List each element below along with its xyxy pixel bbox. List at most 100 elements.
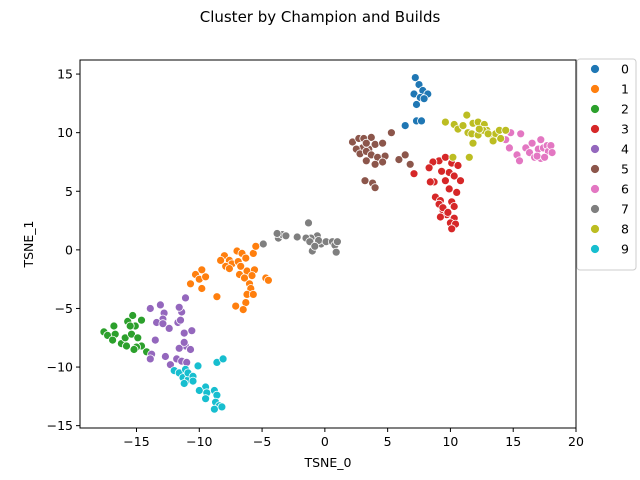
point-cluster-8-0 <box>440 117 450 127</box>
legend-label-1: 1 <box>621 82 629 97</box>
point-cluster-8-23 <box>474 124 484 134</box>
point-cluster-7-4 <box>281 231 291 241</box>
point-cluster-8-18 <box>496 134 506 143</box>
point-cluster-6-18 <box>532 151 542 161</box>
x-tick-label: 10 <box>442 434 458 449</box>
point-cluster-5-20 <box>386 128 396 138</box>
point-cluster-1-9 <box>197 265 207 275</box>
point-cluster-3-1 <box>440 152 450 162</box>
legend-label-7: 7 <box>621 202 629 217</box>
point-cluster-1-13 <box>186 279 195 289</box>
point-cluster-1-28 <box>231 301 241 311</box>
point-cluster-6-1 <box>516 129 526 139</box>
point-cluster-4-6 <box>164 323 174 333</box>
point-cluster-1-8 <box>251 241 261 251</box>
point-cluster-1-20 <box>263 275 273 285</box>
point-cluster-0-7 <box>419 94 429 104</box>
point-cluster-9-22 <box>218 354 228 364</box>
point-cluster-8-17 <box>488 136 498 146</box>
point-cluster-1-30 <box>212 292 222 302</box>
y-axis-label: TSNE_1 <box>21 220 36 268</box>
x-tick-label: 20 <box>568 434 584 449</box>
point-cluster-7-17 <box>332 237 342 247</box>
y-tick-label: 15 <box>57 67 73 82</box>
point-cluster-4-8 <box>176 315 185 325</box>
legend-label-5: 5 <box>621 162 629 177</box>
point-cluster-1-32 <box>216 255 226 265</box>
point-cluster-9-6 <box>179 379 189 388</box>
point-cluster-7-9 <box>292 232 302 242</box>
point-cluster-2-4 <box>108 335 117 345</box>
legend-marker-9 <box>590 244 600 254</box>
legend-label-4: 4 <box>621 142 629 157</box>
point-cluster-3-27 <box>409 169 419 179</box>
point-cluster-1-4 <box>241 253 251 263</box>
point-cluster-4-21 <box>174 343 184 353</box>
x-tick-label: 15 <box>505 434 521 449</box>
plot-frame <box>79 59 577 429</box>
point-cluster-8-20 <box>483 129 493 139</box>
point-cluster-9-9 <box>188 376 198 386</box>
y-axis: −15 −10 −5 0 5 10 15 <box>47 67 80 433</box>
x-tick-label: 0 <box>321 434 329 449</box>
point-cluster-7-0 <box>258 239 268 249</box>
point-cluster-3-18 <box>449 202 459 211</box>
legend-label-2: 2 <box>621 102 629 117</box>
chart-title: Cluster by Champion and Builds <box>200 8 441 26</box>
x-axis: −15 −10 −5 0 5 10 15 20 <box>123 428 584 449</box>
point-cluster-1-22 <box>240 273 249 283</box>
point-cluster-5-14 <box>378 157 388 167</box>
point-cluster-1-29 <box>238 305 248 315</box>
point-cluster-6-3 <box>504 143 514 153</box>
point-cluster-9-12 <box>194 386 204 395</box>
point-cluster-9-20 <box>217 402 227 412</box>
point-cluster-1-14 <box>197 284 207 293</box>
point-cluster-5-5 <box>378 138 388 148</box>
point-cluster-7-16 <box>331 247 341 257</box>
point-cluster-0-9 <box>417 116 426 126</box>
point-cluster-0-10 <box>400 121 410 130</box>
point-cluster-3-5 <box>424 163 434 173</box>
legend-label-9: 9 <box>621 242 629 257</box>
point-cluster-7-3 <box>272 229 282 238</box>
legend-marker-4 <box>590 144 600 154</box>
y-tick-label: 5 <box>65 184 73 199</box>
point-cluster-5-24 <box>361 138 371 148</box>
point-cluster-5-22 <box>400 150 410 160</box>
point-cluster-4-15 <box>160 352 170 361</box>
legend-label-3: 3 <box>621 122 629 137</box>
legend-marker-1 <box>590 84 600 94</box>
point-cluster-2-17 <box>129 345 139 354</box>
point-cluster-2-6 <box>122 341 131 351</box>
points-layer <box>99 73 557 414</box>
y-tick-label: 10 <box>57 125 73 140</box>
point-cluster-3-11 <box>456 176 465 186</box>
point-cluster-6-11 <box>536 135 546 145</box>
point-cluster-1-31 <box>224 264 234 274</box>
x-axis-label: TSNE_0 <box>303 455 351 470</box>
legend-marker-2 <box>590 104 600 114</box>
point-cluster-9-10 <box>193 361 203 371</box>
point-cluster-4-11 <box>181 293 190 303</box>
point-cluster-8-16 <box>501 125 511 135</box>
point-cluster-8-4 <box>462 110 472 120</box>
point-cluster-6-7 <box>527 138 537 148</box>
point-cluster-7-5 <box>304 218 313 228</box>
point-cluster-5-15 <box>361 156 371 166</box>
legend-marker-3 <box>590 124 600 134</box>
point-cluster-7-19 <box>310 241 320 251</box>
x-tick-label: −5 <box>253 434 271 449</box>
point-cluster-1-26 <box>248 289 258 299</box>
point-cluster-8-21 <box>448 152 458 162</box>
point-cluster-0-6 <box>412 100 421 109</box>
point-cluster-2-14 <box>133 333 143 343</box>
legend-marker-8 <box>590 224 600 234</box>
point-cluster-4-1 <box>145 304 155 313</box>
point-cluster-2-2 <box>109 321 119 331</box>
point-cluster-3-9 <box>425 177 435 187</box>
legend-marker-5 <box>590 164 600 174</box>
legend-label-6: 6 <box>621 182 629 197</box>
point-cluster-5-16 <box>370 159 380 169</box>
point-cluster-3-13 <box>452 187 462 197</box>
